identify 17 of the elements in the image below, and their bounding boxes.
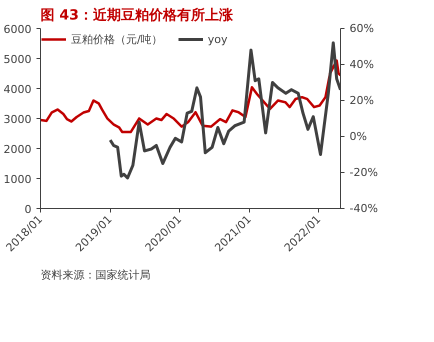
y2-tick-label: 20% xyxy=(350,94,374,107)
y-tick-label: 2000 xyxy=(4,143,32,156)
y-tick-label: 5000 xyxy=(4,53,32,66)
y2-tick-label: -40% xyxy=(350,202,378,215)
y-tick-label: 0 xyxy=(24,203,32,216)
y-tick-label: 3000 xyxy=(4,113,32,126)
y-tick-label: 6000 xyxy=(4,23,32,36)
y2-tick-label: 60% xyxy=(350,22,374,35)
chart-title: 图 43：近期豆粕价格有所上涨 xyxy=(40,6,234,24)
text: 资料来源：国家统计局 xyxy=(40,268,150,282)
y2-tick-label: -20% xyxy=(350,166,378,179)
legend-label: yoy xyxy=(208,32,228,46)
legend-label: 豆粕价格（元/吨） xyxy=(71,32,163,46)
y-tick-label: 4000 xyxy=(4,83,32,96)
y-tick-label: 1000 xyxy=(4,173,32,186)
y2-tick-label: 0% xyxy=(350,130,367,143)
y2-tick-label: 40% xyxy=(350,58,374,71)
